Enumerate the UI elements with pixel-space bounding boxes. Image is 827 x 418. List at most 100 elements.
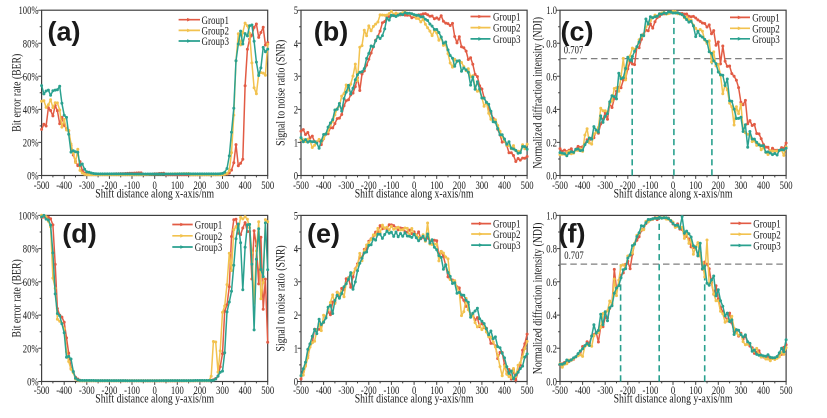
svg-text:-200: -200 (620, 385, 636, 397)
svg-text:400: 400 (239, 385, 252, 397)
svg-text:0%: 0% (27, 376, 39, 388)
svg-text:60%: 60% (23, 71, 39, 83)
svg-text:100: 100 (430, 180, 443, 192)
svg-text:Bit error rate (BER): Bit error rate (BER) (10, 259, 24, 337)
svg-text:40%: 40% (23, 104, 39, 116)
svg-text:Group1: Group1 (753, 218, 780, 230)
svg-text:3: 3 (294, 277, 298, 289)
svg-text:Shift distance along y-axis/nm: Shift distance along y-axis/nm (355, 392, 474, 406)
svg-text:0.707: 0.707 (564, 44, 583, 56)
svg-text:0.2: 0.2 (546, 343, 557, 355)
svg-text:Group1: Group1 (752, 12, 779, 24)
svg-text:400: 400 (757, 385, 770, 397)
svg-text:5: 5 (294, 210, 298, 222)
svg-text:0.0: 0.0 (546, 170, 557, 182)
svg-text:Group2: Group2 (195, 231, 222, 243)
svg-text:Group2: Group2 (493, 229, 520, 241)
svg-text:4: 4 (294, 244, 298, 256)
svg-text:0: 0 (412, 385, 416, 397)
svg-text:5: 5 (294, 5, 298, 17)
svg-text:100: 100 (171, 180, 184, 192)
svg-text:200: 200 (453, 385, 466, 397)
svg-text:0: 0 (294, 170, 298, 182)
svg-text:-300: -300 (79, 180, 95, 192)
svg-text:1.0: 1.0 (546, 5, 557, 17)
svg-text:1: 1 (294, 137, 298, 149)
svg-text:400: 400 (757, 180, 770, 192)
svg-text:0.8: 0.8 (546, 244, 557, 256)
svg-text:Normalized diffraction intensi: Normalized diffraction intensity (NDI) (531, 17, 545, 169)
svg-text:300: 300 (216, 180, 229, 192)
svg-text:-300: -300 (79, 385, 95, 397)
svg-text:0.4: 0.4 (546, 104, 557, 116)
svg-text:2: 2 (294, 310, 298, 322)
svg-text:-100: -100 (642, 180, 658, 192)
svg-text:400: 400 (498, 385, 511, 397)
svg-text:0.8: 0.8 (546, 38, 557, 50)
svg-text:0.6: 0.6 (546, 71, 557, 83)
svg-text:0.2: 0.2 (546, 137, 557, 149)
svg-text:Signal to noise ratio (SNR): Signal to noise ratio (SNR) (274, 40, 288, 146)
svg-text:(f): (f) (559, 219, 586, 249)
svg-text:80%: 80% (23, 244, 39, 256)
svg-text:(e): (e) (307, 219, 340, 249)
svg-text:1.0: 1.0 (546, 210, 557, 222)
svg-text:-100: -100 (383, 385, 399, 397)
svg-text:-400: -400 (575, 385, 591, 397)
svg-text:500: 500 (780, 180, 793, 192)
svg-text:-200: -200 (620, 180, 636, 192)
svg-text:0%: 0% (27, 170, 39, 182)
svg-text:Group3: Group3 (753, 240, 780, 252)
svg-text:-400: -400 (56, 180, 72, 192)
svg-text:20%: 20% (23, 343, 39, 355)
svg-text:-300: -300 (338, 385, 354, 397)
svg-text:Group1: Group1 (493, 219, 520, 231)
svg-text:300: 300 (216, 385, 229, 397)
svg-text:Group3: Group3 (195, 242, 222, 254)
svg-text:300: 300 (734, 385, 747, 397)
svg-text:Group2: Group2 (752, 23, 779, 35)
svg-text:(c): (c) (561, 17, 594, 47)
svg-text:(d): (d) (62, 219, 96, 249)
svg-text:Group3: Group3 (752, 34, 779, 46)
svg-text:0: 0 (412, 180, 416, 192)
svg-text:-500: -500 (34, 180, 50, 192)
svg-text:Group3: Group3 (493, 34, 520, 46)
svg-text:2: 2 (294, 104, 298, 116)
svg-text:-200: -200 (361, 180, 377, 192)
svg-text:Group1: Group1 (195, 220, 222, 232)
svg-text:-100: -100 (124, 180, 140, 192)
svg-text:100: 100 (689, 385, 702, 397)
svg-text:Bit error rate (BER): Bit error rate (BER) (10, 54, 24, 132)
svg-text:Group1: Group1 (493, 12, 520, 24)
svg-text:0.6: 0.6 (546, 277, 557, 289)
svg-text:300: 300 (734, 180, 747, 192)
svg-text:Shift distance along x-axis/nm: Shift distance along x-axis/nm (614, 187, 733, 201)
svg-text:0: 0 (153, 385, 157, 397)
svg-text:200: 200 (193, 180, 206, 192)
svg-text:-500: -500 (552, 385, 568, 397)
svg-text:500: 500 (261, 385, 274, 397)
svg-text:500: 500 (261, 180, 274, 192)
svg-text:-100: -100 (124, 385, 140, 397)
svg-text:-200: -200 (361, 385, 377, 397)
svg-text:-300: -300 (597, 180, 613, 192)
svg-text:-300: -300 (338, 180, 354, 192)
svg-text:60%: 60% (23, 277, 39, 289)
svg-text:-400: -400 (56, 385, 72, 397)
svg-text:-500: -500 (293, 180, 309, 192)
svg-text:Normalized diffraction intensi: Normalized diffraction intensity (NDI) (531, 222, 545, 374)
svg-text:-500: -500 (552, 180, 568, 192)
svg-text:0: 0 (294, 376, 298, 388)
svg-text:40%: 40% (23, 310, 39, 322)
svg-text:-400: -400 (575, 180, 591, 192)
svg-text:Group2: Group2 (493, 23, 520, 35)
svg-text:Signal to noise ratio (SNR): Signal to noise ratio (SNR) (274, 245, 288, 351)
svg-text:Shift distance along y-axis/nm: Shift distance along y-axis/nm (614, 392, 733, 406)
svg-text:Group2: Group2 (202, 25, 229, 37)
svg-text:300: 300 (475, 385, 488, 397)
svg-text:200: 200 (453, 180, 466, 192)
svg-text:Group3: Group3 (493, 240, 520, 252)
svg-text:Group1: Group1 (202, 15, 229, 27)
svg-text:500: 500 (521, 385, 534, 397)
